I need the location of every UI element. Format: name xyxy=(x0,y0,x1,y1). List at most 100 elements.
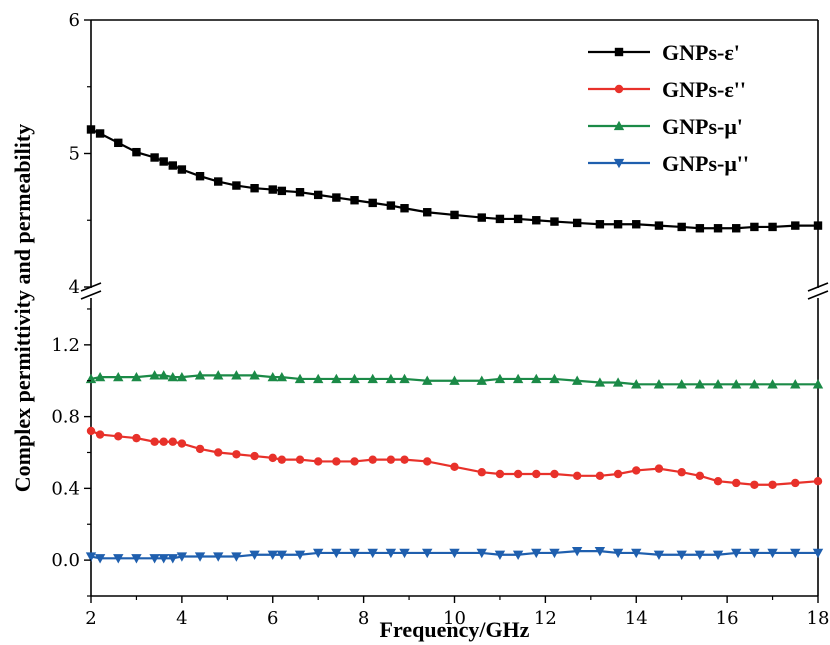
data-point xyxy=(250,451,259,461)
data-point xyxy=(195,444,205,454)
data-point xyxy=(613,220,623,229)
data-point xyxy=(385,373,397,384)
data-point xyxy=(449,375,460,385)
data-point xyxy=(367,548,378,559)
data-point xyxy=(312,548,324,559)
data-point xyxy=(571,546,583,557)
data-point xyxy=(313,457,323,466)
series-line xyxy=(90,429,819,486)
data-point xyxy=(332,457,341,466)
data-point xyxy=(168,161,177,170)
data-point xyxy=(768,222,777,232)
data-point xyxy=(349,548,360,559)
data-point xyxy=(249,370,260,380)
data-point xyxy=(368,198,377,208)
series-layer xyxy=(85,125,824,564)
data-point xyxy=(494,373,506,384)
data-point xyxy=(676,550,687,560)
data-point xyxy=(250,184,259,193)
data-point xyxy=(332,193,341,202)
data-point xyxy=(399,548,410,559)
data-point xyxy=(631,379,642,389)
axis-break-mark xyxy=(807,290,829,300)
data-point xyxy=(532,469,541,479)
x-axis-title: Frequency/GHz xyxy=(380,617,530,642)
data-point xyxy=(176,552,188,562)
data-point xyxy=(400,455,409,464)
data-point xyxy=(294,550,306,560)
data-point xyxy=(386,455,396,464)
x-tick-label: 4 xyxy=(176,608,187,629)
data-point xyxy=(167,371,178,382)
data-point xyxy=(595,220,605,229)
x-tick-label: 8 xyxy=(358,608,369,629)
legend-item: GNPs-μ'' xyxy=(588,151,749,176)
y-tick-label-lower: 1.2 xyxy=(51,335,80,356)
data-point xyxy=(231,370,242,380)
data-point xyxy=(132,433,141,443)
data-point xyxy=(512,373,524,384)
series-2 xyxy=(86,426,823,489)
data-point xyxy=(812,548,824,559)
data-point xyxy=(276,371,288,382)
data-point xyxy=(613,469,623,479)
data-point xyxy=(695,224,705,233)
data-point xyxy=(132,147,141,157)
data-point xyxy=(450,210,459,220)
data-point xyxy=(232,181,241,190)
data-point xyxy=(267,550,278,560)
data-point xyxy=(732,478,741,488)
data-point xyxy=(277,455,287,464)
data-point xyxy=(386,201,396,210)
data-point xyxy=(267,371,278,382)
x-tick-label: 6 xyxy=(267,608,278,629)
data-point xyxy=(495,469,505,479)
series-4 xyxy=(85,546,824,564)
data-point xyxy=(449,548,460,559)
data-point xyxy=(494,550,506,560)
data-point xyxy=(694,550,706,560)
data-point xyxy=(194,552,206,562)
data-point xyxy=(594,377,606,387)
data-point xyxy=(477,213,486,222)
data-point xyxy=(713,224,723,233)
data-point xyxy=(571,375,583,385)
data-point xyxy=(350,457,359,466)
data-point xyxy=(653,379,665,389)
data-point xyxy=(422,375,433,385)
data-point xyxy=(177,439,187,448)
data-point xyxy=(572,218,582,228)
data-point xyxy=(731,379,742,389)
data-point xyxy=(549,373,560,384)
data-point xyxy=(423,208,432,217)
data-point xyxy=(612,548,624,559)
data-point xyxy=(531,373,542,384)
data-point xyxy=(95,430,105,439)
axis-break-mark xyxy=(807,282,829,292)
data-point xyxy=(422,548,433,559)
data-point xyxy=(294,373,306,384)
data-point xyxy=(550,217,559,226)
data-point xyxy=(495,214,505,224)
legend-label: GNPs-ε'' xyxy=(662,77,746,102)
data-point xyxy=(213,370,224,380)
data-point xyxy=(677,468,686,477)
data-point xyxy=(131,371,142,382)
data-point xyxy=(268,453,277,463)
legend-item: GNPs-μ' xyxy=(588,114,743,139)
data-point xyxy=(400,204,409,213)
data-point xyxy=(694,379,706,389)
data-point xyxy=(167,554,178,564)
y-axis-title: Complex permittivity and permeability xyxy=(10,124,35,492)
data-point xyxy=(232,450,241,459)
data-point xyxy=(791,478,800,488)
data-point xyxy=(732,224,741,233)
data-point xyxy=(86,426,96,436)
y-tick-label-upper: 5 xyxy=(69,144,80,165)
data-point xyxy=(813,476,823,486)
data-point xyxy=(312,373,324,384)
axis-break-mark xyxy=(80,290,102,300)
data-point xyxy=(177,165,187,174)
data-point xyxy=(749,548,760,559)
plot-frame-layer xyxy=(80,19,829,597)
